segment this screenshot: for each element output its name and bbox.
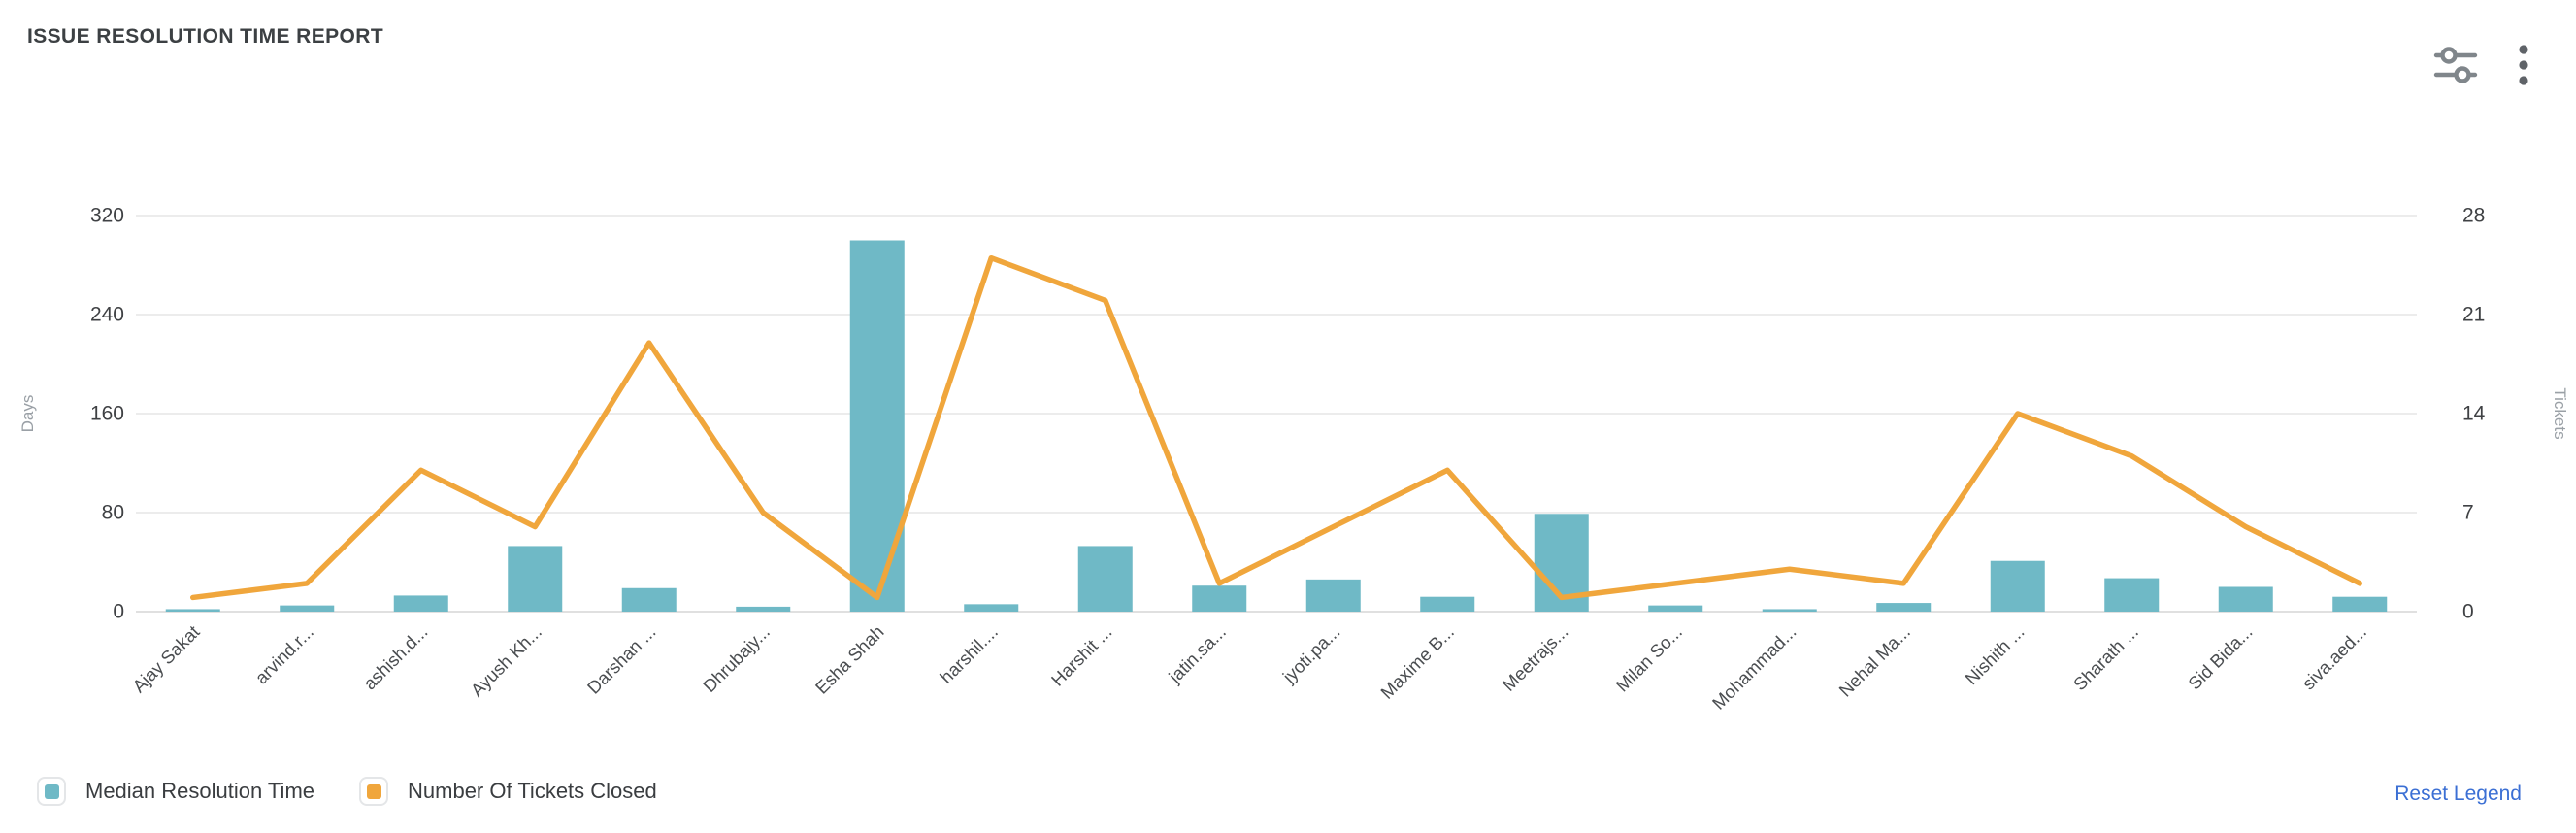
x-axis-category-label: jyoti.pa... (1278, 621, 1344, 687)
right-axis-tick-label: 14 (2462, 403, 2486, 425)
legend-chip (37, 777, 66, 806)
tickets-closed-line[interactable] (190, 254, 2362, 601)
bar-median-resolution-time[interactable] (1077, 546, 1133, 612)
bar-median-resolution-time[interactable] (736, 606, 791, 612)
x-axis-category-label: Ayush Kh... (467, 621, 546, 701)
x-axis-category-label: siva.aed... (2298, 621, 2370, 693)
sliders-icon (2433, 45, 2478, 88)
x-axis-category-label: Darshan ... (583, 621, 660, 698)
bar-median-resolution-time[interactable] (1876, 603, 1932, 612)
bar-median-resolution-time[interactable] (2104, 578, 2160, 612)
x-axis-category-label: ashish.d... (359, 621, 431, 693)
right-axis-tick-label: 21 (2462, 304, 2485, 326)
right-axis-name: Tickets (2551, 387, 2569, 439)
bar-median-resolution-time[interactable] (1420, 596, 1475, 612)
x-axis-category-label: arvind.r... (250, 621, 317, 688)
kebab-menu-icon (2517, 43, 2530, 90)
bar-median-resolution-time[interactable] (1648, 605, 1703, 612)
bar-median-resolution-time[interactable] (2218, 586, 2273, 613)
bar-median-resolution-time[interactable] (393, 595, 448, 612)
tickets-closed-swatch (366, 783, 381, 799)
legend-item-median-resolution-time[interactable]: Median Resolution Time (37, 777, 314, 806)
left-axis-tick-label: 320 (90, 205, 124, 227)
bar-median-resolution-time[interactable] (2332, 596, 2388, 612)
bar-median-resolution-time[interactable] (165, 609, 220, 612)
x-axis-category-label: Dhrubajy... (699, 621, 774, 696)
x-axis-category-label: harshil.... (936, 621, 1002, 687)
bar-median-resolution-time[interactable] (1990, 560, 2045, 612)
chart-legend: Median Resolution Time Number Of Tickets… (37, 777, 657, 806)
x-axis-category-label: Mohammad... (1708, 621, 1800, 714)
legend-item-tickets-closed[interactable]: Number Of Tickets Closed (359, 777, 657, 806)
right-axis-tick-label: 28 (2462, 205, 2485, 227)
x-axis-category-label: Nishith ... (1961, 621, 2028, 688)
reset-legend-link[interactable]: Reset Legend (2394, 783, 2522, 805)
bar-median-resolution-time[interactable] (964, 604, 1019, 612)
bar-median-resolution-time[interactable] (1762, 609, 1817, 612)
bar-median-resolution-time[interactable] (621, 587, 677, 612)
left-axis-tick-label: 160 (90, 403, 124, 425)
report-title: ISSUE RESOLUTION TIME REPORT (27, 25, 384, 48)
x-axis-category-label: Sid Bida... (2184, 621, 2256, 693)
right-axis-tick-label: 0 (2462, 601, 2474, 623)
bar-median-resolution-time[interactable] (849, 240, 905, 613)
x-axis-category-label: jatin.sa... (1164, 621, 1230, 687)
left-axis-tick-label: 0 (113, 601, 124, 623)
bar-median-resolution-time[interactable] (1192, 585, 1247, 612)
median-resolution-swatch (44, 783, 59, 799)
x-axis-category-label: Sharath ... (2069, 621, 2142, 694)
left-axis-tick-label: 240 (90, 304, 124, 326)
x-axis-category-label: Ajay Sakat (128, 621, 203, 696)
legend-chip (359, 777, 389, 806)
x-axis-category-label: Harshit ... (1047, 621, 1116, 690)
filter-settings-button[interactable] (2432, 43, 2479, 89)
right-axis-tick-label: 7 (2462, 502, 2474, 524)
x-axis-category-label: Nehal Ma... (1834, 621, 1914, 701)
x-axis-category-label: Esha Shah (811, 621, 888, 698)
bar-median-resolution-time[interactable] (508, 546, 563, 612)
x-axis-category-label: Milan So... (1611, 621, 1686, 696)
legend-label: Number Of Tickets Closed (408, 779, 657, 803)
legend-label: Median Resolution Time (85, 779, 315, 803)
x-axis-category-label: Maxime B... (1376, 621, 1458, 703)
issue-resolution-chart[interactable]: 0 80 160 240 320 0 7 14 21 28 Days Tickets Ajay Saka… (0, 89, 2576, 759)
x-axis-category-label: Meetrajs... (1499, 621, 1572, 695)
bar-median-resolution-time[interactable] (280, 605, 335, 612)
more-options-button[interactable] (2500, 43, 2547, 89)
bar-median-resolution-time[interactable] (1305, 579, 1361, 612)
left-axis-tick-label: 80 (102, 502, 124, 524)
left-axis-name: Days (18, 395, 37, 433)
